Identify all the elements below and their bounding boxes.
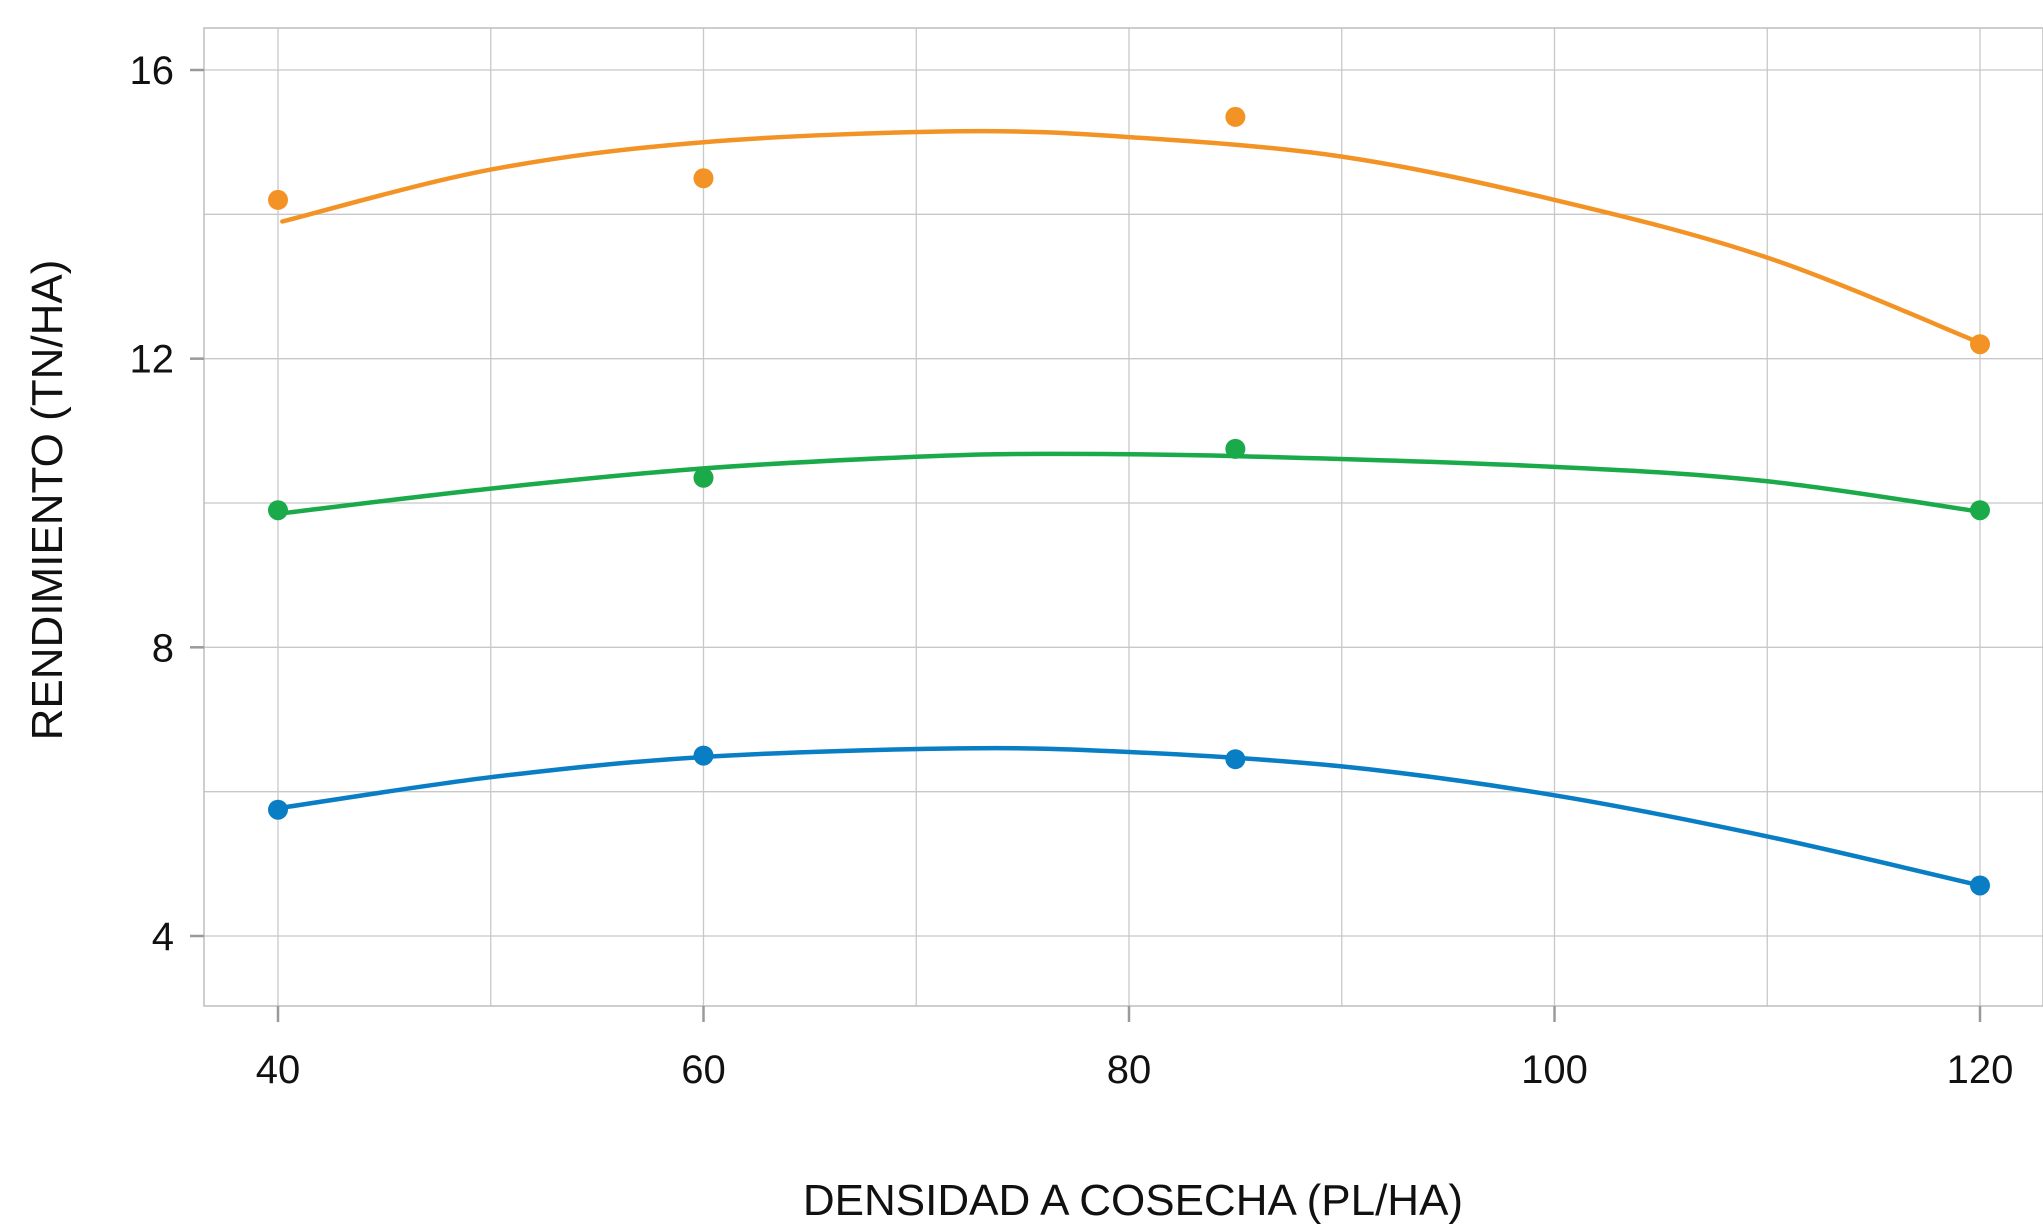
x-axis-title: DENSIDAD A COSECHA (PL/HA) [803,1176,1463,1225]
fit-curve-1 [280,128,1983,346]
y-axis-title: RENDIMIENTO (TN/HA) [23,260,72,741]
data-point-series-2 [693,467,714,488]
data-point-series-2 [268,500,288,521]
y-tick-label: 4 [152,915,174,959]
data-point-series-1 [693,168,714,189]
fit-curve-3 [275,745,1983,888]
data-point-series-1 [1970,334,1990,355]
data-points [268,106,1990,896]
y-tick-label: 12 [130,338,175,382]
data-point-series-2 [1970,500,1990,521]
axis-ticks: 40 60 80 100 120 4 8 12 16 [130,49,2014,1092]
y-tick-label: 16 [130,49,175,93]
data-point-series-1 [1225,106,1246,127]
x-tick-label: 40 [256,1048,301,1092]
data-point-series-3 [693,745,714,766]
x-tick-label: 120 [1947,1048,2014,1092]
data-point-series-1 [268,189,288,210]
fit-curve-2 [275,451,1983,517]
data-point-series-3 [1970,875,1990,896]
fit-curves [275,128,1983,888]
x-tick-label: 100 [1521,1048,1588,1092]
y-tick-label: 8 [152,626,174,670]
x-tick-label: 80 [1107,1048,1152,1092]
data-point-series-3 [268,799,288,820]
grid [204,28,2043,1006]
x-tick-label: 60 [681,1048,726,1092]
data-point-series-3 [1225,749,1246,770]
data-point-series-2 [1225,438,1246,459]
plot-area-frame [203,27,2043,1007]
